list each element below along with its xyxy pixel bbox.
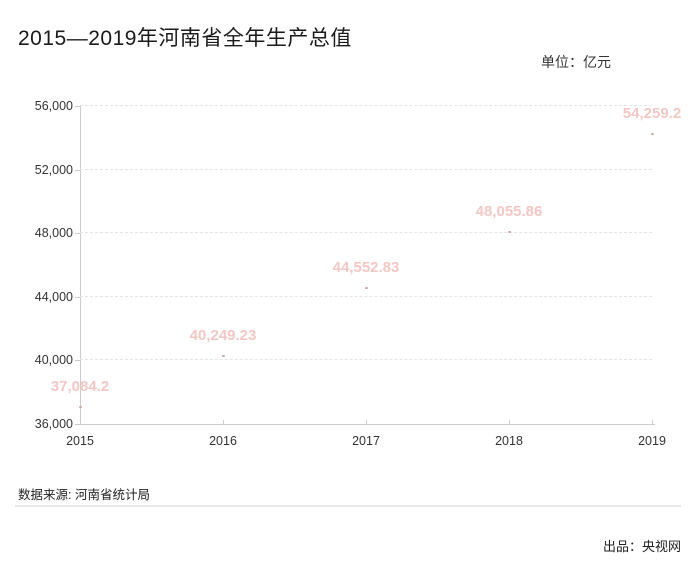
y-axis-label: 44,000 (34, 289, 73, 304)
gridline (80, 359, 652, 361)
data-source-label: 数据来源: 河南省统计局 (18, 488, 150, 502)
x-axis-line (80, 424, 655, 425)
data-point-marker (650, 132, 654, 135)
data-point-marker (78, 405, 82, 408)
x-axis-tick (80, 420, 81, 424)
gridline (80, 295, 652, 297)
y-axis-tick (75, 360, 80, 362)
data-point-marker (364, 287, 368, 289)
data-point-label: 54,259.2 (622, 104, 682, 122)
y-axis-tick (75, 169, 80, 171)
data-point-marker (221, 355, 225, 358)
gridline (80, 105, 652, 106)
data-point-label: 40,249.23 (189, 327, 257, 345)
data-point-label: 44,552.83 (332, 259, 400, 276)
x-axis-label: 2018 (495, 434, 523, 448)
y-axis-label: 48,000 (34, 226, 73, 241)
footer-divider (15, 505, 681, 507)
y-axis-line (80, 106, 81, 424)
gridline (80, 168, 652, 170)
x-axis-label: 2019 (638, 434, 666, 448)
gridline (80, 232, 652, 234)
x-axis-tick (509, 420, 510, 424)
y-axis-tick (75, 106, 80, 107)
x-axis-tick (652, 420, 653, 424)
x-axis-tick (223, 420, 224, 424)
y-axis-label: 40,000 (34, 353, 73, 368)
data-point-label: 48,055.86 (475, 203, 543, 221)
data-point-label: 37,084.2 (50, 377, 110, 395)
data-point-marker (507, 231, 511, 234)
y-axis-label: 36,000 (34, 417, 73, 431)
x-axis-label: 2017 (352, 434, 380, 448)
page-title: 2015—2019年河南省全年生产总值 (18, 27, 352, 50)
y-axis-label: 52,000 (34, 162, 73, 177)
unit-label: 单位：亿元 (541, 54, 611, 70)
x-axis-label: 2015 (66, 434, 94, 448)
x-axis-label: 2016 (209, 434, 237, 448)
y-axis-tick (75, 233, 80, 235)
y-axis-tick (75, 296, 80, 298)
producer-label: 出品：央视网 (602, 539, 681, 554)
x-axis-tick (366, 420, 367, 424)
y-axis-tick (75, 424, 80, 425)
y-axis-label: 56,000 (34, 99, 73, 113)
